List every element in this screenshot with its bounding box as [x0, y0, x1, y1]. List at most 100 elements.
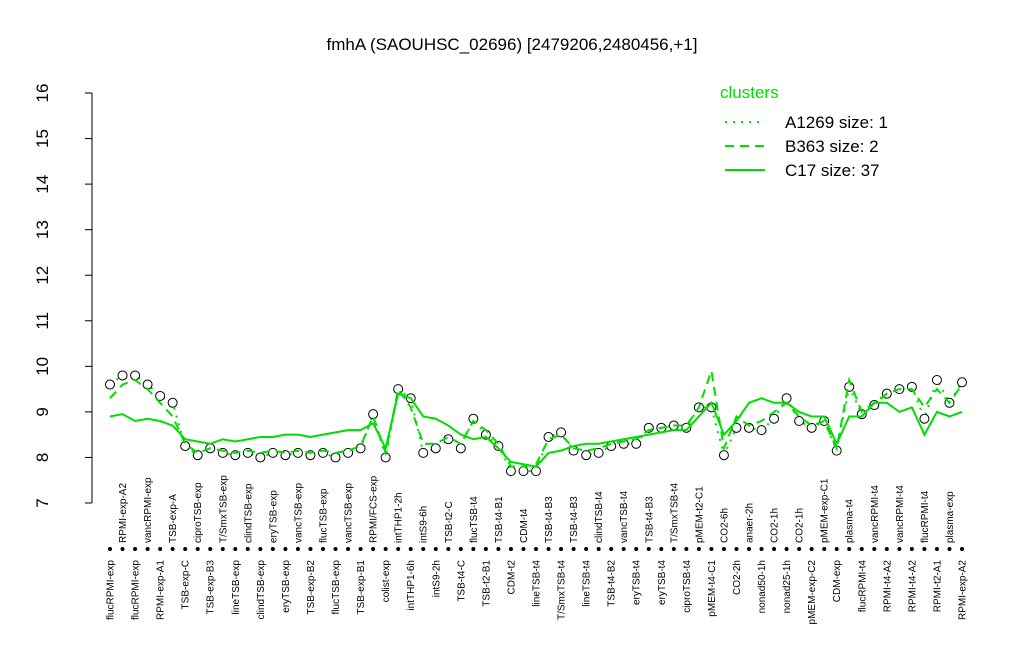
series-line [109, 392, 963, 468]
x-tick-label: CDM-t4 [519, 508, 530, 543]
rug-point [371, 547, 376, 551]
rug-point [120, 547, 125, 551]
rug-point [571, 547, 576, 551]
rug-point [270, 547, 275, 551]
rug-point [283, 547, 288, 551]
x-tick-label: intTHP1-6h [406, 560, 417, 611]
y-tick-label: 15 [33, 129, 52, 148]
data-point [493, 441, 504, 452]
rug-point [170, 547, 175, 551]
rug-point [333, 547, 338, 551]
x-tick-label: vancRPMI-t4 [895, 485, 906, 543]
data-point [105, 379, 115, 390]
x-tick-label: vancTSB-exp [344, 483, 355, 543]
rug-point [559, 547, 564, 551]
data-point [430, 443, 441, 454]
x-tick-label: colist-exp [381, 560, 392, 603]
rug-point [646, 547, 651, 551]
x-tick-label: pMEM-t2-C1 [694, 486, 705, 543]
y-tick-label: 8 [33, 453, 52, 462]
data-point [531, 466, 541, 477]
rug-point [433, 547, 438, 551]
rug-point [471, 547, 476, 551]
x-tick-label: TSB-exp-B1 [356, 560, 367, 615]
x-tick-label: flucRPMI-exp [106, 560, 117, 620]
rug-point [822, 547, 827, 551]
rug-point [759, 547, 764, 551]
x-tick-label: TSB-t4-B1 [494, 496, 505, 543]
data-point [806, 422, 817, 433]
rug-point [772, 547, 777, 551]
rug-point [483, 547, 488, 551]
rug-point [696, 547, 701, 551]
rug-point [521, 547, 526, 551]
x-tick-label: vancTSB-t4 [619, 490, 630, 543]
rug-point [960, 547, 964, 551]
x-tick-label: T/SmxTSB-t4 [669, 483, 680, 543]
data-point [931, 375, 942, 385]
rug-point [496, 547, 501, 551]
rug-point [847, 547, 852, 551]
x-tick-label: plasma-exp [945, 491, 956, 543]
x-tick-label: intTHP1-2h [394, 492, 405, 543]
rug-point [383, 547, 388, 551]
legend-label: C17 size: 37 [785, 161, 880, 180]
rug-point [684, 547, 689, 551]
rug-point [233, 547, 238, 551]
x-tick-label: eryTSB-t4 [657, 560, 668, 605]
x-tick-label: nonad25-1h [782, 560, 793, 613]
rug-point [258, 547, 263, 551]
rug-point [396, 547, 401, 551]
x-tick-label: TSB-t2-C [444, 501, 455, 543]
y-tick-label: 14 [33, 175, 52, 194]
x-tick-label: RPMI-exp-A1 [156, 560, 167, 620]
y-tick-label: 10 [33, 357, 52, 376]
data-point [130, 370, 141, 381]
rug-point [534, 547, 538, 551]
rug-point [947, 547, 952, 551]
rug-point [321, 547, 325, 551]
x-tick-label: RPMI-t2-A1 [932, 560, 943, 613]
data-point [142, 379, 153, 390]
rug-point [809, 547, 814, 551]
x-tick-label: TSB-exp-B3 [206, 560, 217, 615]
x-tick-label: CO2-6h [719, 508, 730, 543]
x-tick-label: vancTSB-exp [293, 483, 304, 543]
series-line [109, 370, 963, 468]
x-tick-label: lineTSB-t4 [532, 560, 543, 607]
x-tick-label: intS9-6h [419, 506, 430, 543]
x-tick-label: RPMI-exp-A2 [958, 560, 969, 620]
rug-point [295, 547, 300, 551]
x-tick-label: CDM-exp [832, 560, 843, 603]
rug-point [859, 547, 864, 551]
x-tick-label: TSB-exp-A [168, 494, 179, 543]
data-point [267, 447, 278, 458]
x-tick-label: plasma-t4 [845, 499, 856, 543]
rug-point [709, 547, 714, 551]
data-point [468, 413, 479, 424]
data-point [556, 427, 567, 438]
rug-point [508, 547, 513, 551]
data-point [192, 450, 203, 461]
data-point [781, 393, 792, 404]
x-tick-label: pMEM-t4-C1 [707, 560, 718, 617]
data-point [518, 466, 529, 477]
x-tick-label: eryTSB-t4 [632, 560, 643, 605]
x-tick-label: CDM-t2 [506, 560, 517, 595]
rug-point [446, 547, 451, 551]
x-tick-label: ciproTSB-t4 [682, 560, 693, 613]
data-point [593, 447, 604, 458]
x-tick-label: pMEM-exp-C2 [807, 560, 818, 625]
x-tick-label: flucTSB-exp [331, 560, 342, 615]
x-tick-label: TSB-exp-B2 [306, 560, 317, 615]
x-tick-label: RPMI/FCS-exp [369, 475, 380, 543]
rug-point [884, 547, 889, 551]
rug-point [183, 547, 188, 551]
rug-point [108, 547, 112, 551]
x-tick-label: flucRPMI-t4 [920, 490, 931, 543]
x-tick-label: nonad50-1h [757, 560, 768, 613]
data-point [756, 425, 767, 436]
x-tick-label: TSB-t4-B3 [569, 496, 580, 543]
